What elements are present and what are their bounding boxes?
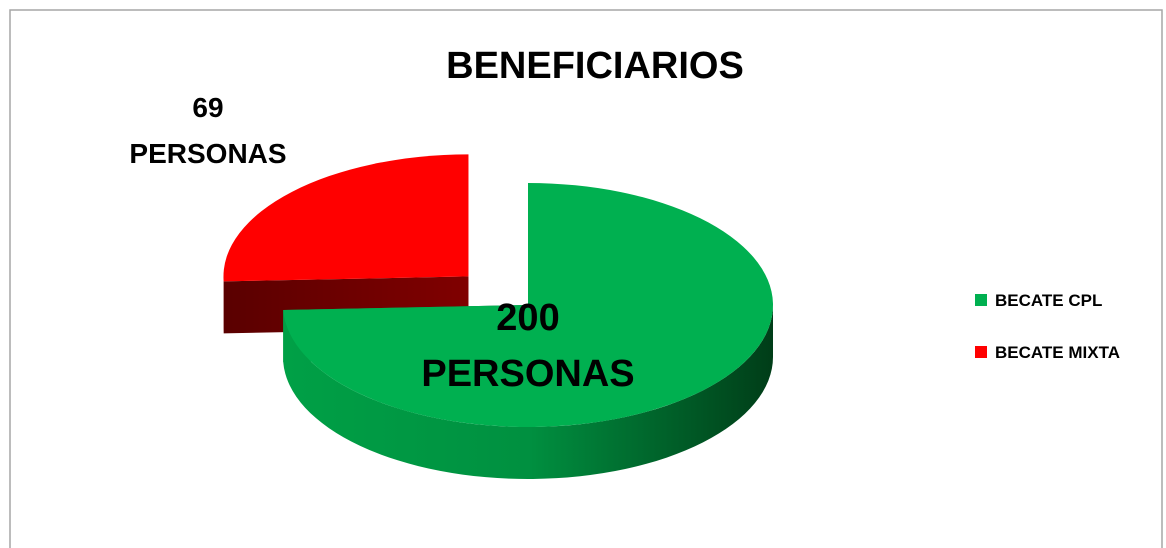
legend-label: BECATE MIXTA [995, 343, 1120, 362]
chart-title: BENEFICIARIOS [446, 45, 744, 87]
data-label-line: 200 [496, 297, 559, 339]
pie-slice [283, 183, 773, 479]
legend-swatch [975, 346, 987, 358]
slice-top [283, 183, 773, 427]
slice-top [223, 154, 469, 282]
data-label: 69 PERSONAS [129, 92, 286, 169]
slice-side [283, 305, 773, 479]
data-label-line: 69 [192, 92, 223, 123]
legend-label: BECATE CPL [995, 291, 1102, 310]
data-label-line: PERSONAS [421, 353, 634, 395]
data-label-line: PERSONAS [129, 138, 286, 169]
legend-swatch [975, 294, 987, 306]
data-label: 200 PERSONAS [421, 297, 634, 395]
